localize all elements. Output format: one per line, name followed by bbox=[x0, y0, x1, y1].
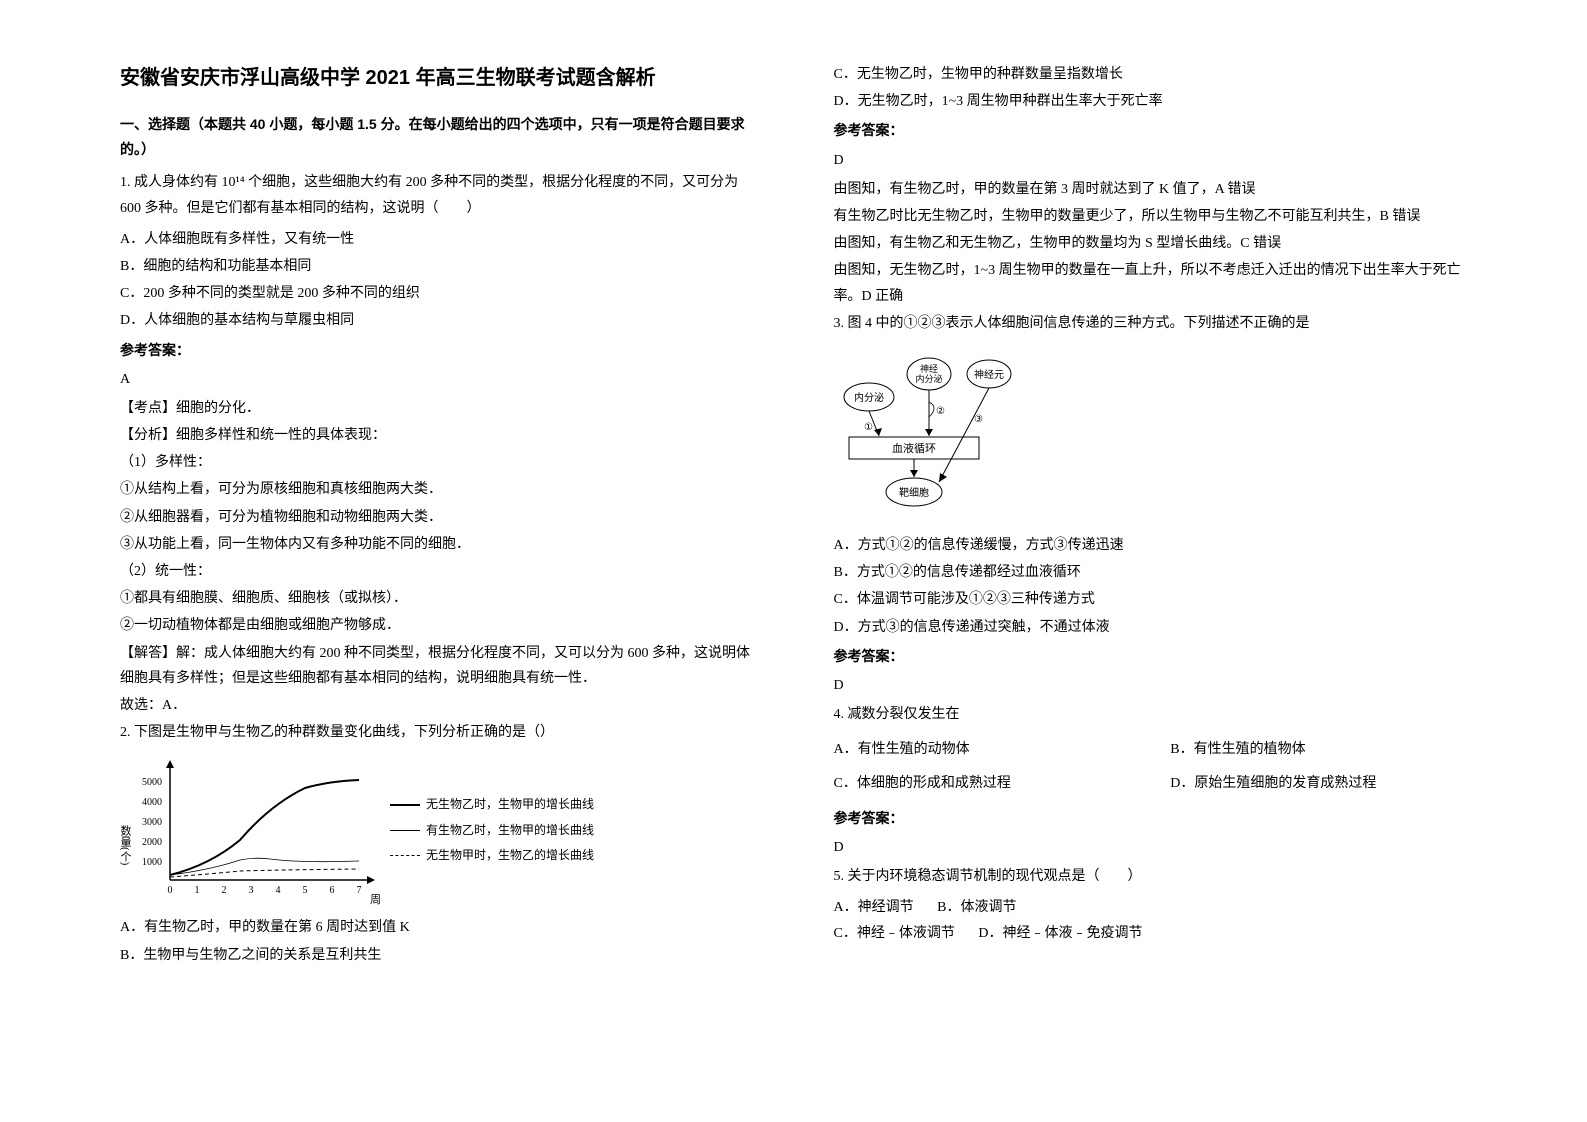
q1-analysis-3: ②从细胞器看，可分为植物细胞和动物细胞两大类． bbox=[120, 505, 754, 530]
legend-label-3: 无生物甲时，生物乙的增长曲线 bbox=[426, 845, 594, 867]
q3-answer: D bbox=[834, 673, 1468, 698]
svg-text:5000: 5000 bbox=[142, 777, 162, 788]
q5-stem: 5. 关于内环境稳态调节机制的现代观点是（ ） bbox=[834, 864, 1468, 889]
svg-text:6: 6 bbox=[330, 885, 335, 896]
q2-option-d: D．无生物乙时，1~3 周生物甲种群出生率大于死亡率 bbox=[834, 89, 1468, 114]
left-column: 安徽省安庆市浮山高级中学 2021 年高三生物联考试题含解析 一、选择题（本题共… bbox=[100, 60, 794, 1082]
q1-option-a: A．人体细胞既有多样性，又有统一性 bbox=[120, 227, 754, 252]
svg-text:4000: 4000 bbox=[142, 797, 162, 808]
svg-text:3000: 3000 bbox=[142, 817, 162, 828]
section-header: 一、选择题（本题共 40 小题，每小题 1.5 分。在每小题给出的四个选项中，只… bbox=[120, 112, 754, 162]
q5-options-row1: A．神经调节 B．体液调节 bbox=[834, 895, 1468, 920]
q2-answer: D bbox=[834, 148, 1468, 173]
q2-analysis-4: 由图知，无生物乙时，1~3 周生物甲的数量在一直上升，所以不考虑迁入迁出的情况下… bbox=[834, 258, 1468, 308]
q1-option-b: B．细胞的结构和功能基本相同 bbox=[120, 254, 754, 279]
legend-item-1: 无生物乙时，生物甲的增长曲线 bbox=[390, 794, 594, 816]
svg-text:2000: 2000 bbox=[142, 837, 162, 848]
q5-option-c: C．神经﹣体液调节 bbox=[834, 926, 955, 941]
q1-option-d: D．人体细胞的基本结构与草履虫相同 bbox=[120, 308, 754, 333]
q1-analysis-8: 【解答】解：成人体细胞大约有 200 种不同类型，根据分化程度不同，又可以分为 … bbox=[120, 641, 754, 691]
legend-label-2: 有生物乙时，生物甲的增长曲线 bbox=[426, 820, 594, 842]
svg-text:③: ③ bbox=[974, 414, 983, 425]
q1-stem: 1. 成人身体约有 10¹⁴ 个细胞，这些细胞大约有 200 多种不同的类型，根… bbox=[120, 170, 754, 220]
q1-analysis-6: ①都具有细胞膜、细胞质、细胞核（或拟核）． bbox=[120, 586, 754, 611]
document-title: 安徽省安庆市浮山高级中学 2021 年高三生物联考试题含解析 bbox=[120, 60, 754, 96]
q2-answer-label: 参考答案： bbox=[834, 118, 1468, 143]
svg-text:1: 1 bbox=[195, 885, 200, 896]
svg-text:0: 0 bbox=[168, 885, 173, 896]
q2-option-a: A．有生物乙时，甲的数量在第 6 周时达到值 K bbox=[120, 915, 754, 940]
q4-answer: D bbox=[834, 835, 1468, 860]
q3-answer-label: 参考答案： bbox=[834, 644, 1468, 669]
q1-analysis-5: （2）统一性： bbox=[120, 559, 754, 584]
svg-text:神经: 神经 bbox=[919, 363, 937, 374]
svg-text:神经元: 神经元 bbox=[974, 368, 1004, 381]
q5-option-a: A．神经调节 bbox=[834, 900, 914, 915]
legend-item-2: 有生物乙时，生物甲的增长曲线 bbox=[390, 820, 594, 842]
svg-text:内分泌: 内分泌 bbox=[854, 391, 884, 404]
q2-option-b: B．生物甲与生物乙之间的关系是互利共生 bbox=[120, 943, 754, 968]
svg-text:血液循环: 血液循环 bbox=[892, 441, 936, 455]
q1-analysis-label1: 【考点】细胞的分化． bbox=[120, 396, 754, 421]
q1-analysis-label2: 【分析】细胞多样性和统一性的具体表现： bbox=[120, 423, 754, 448]
q5-option-b: B．体液调节 bbox=[937, 900, 1016, 915]
q3-option-a: A．方式①②的信息传递缓慢，方式③传递迅速 bbox=[834, 533, 1468, 558]
svg-text:2: 2 bbox=[222, 885, 227, 896]
q1-analysis-9: 故选：A． bbox=[120, 693, 754, 718]
svg-text:①: ① bbox=[864, 422, 873, 433]
q3-option-b: B．方式①②的信息传递都经过血液循环 bbox=[834, 560, 1468, 585]
q4-option-d: D．原始生殖细胞的发育成熟过程 bbox=[1170, 771, 1467, 796]
legend-label-1: 无生物乙时，生物甲的增长曲线 bbox=[426, 794, 594, 816]
q2-analysis-2: 有生物乙时比无生物乙时，生物甲的数量更少了，所以生物甲与生物乙不可能互利共生，B… bbox=[834, 204, 1468, 229]
svg-text:②: ② bbox=[936, 406, 945, 417]
q2-chart: 1000 2000 3000 4000 5000 0 1 2 3 4 5 6 7… bbox=[120, 755, 754, 905]
q1-answer-label: 参考答案： bbox=[120, 338, 754, 363]
q3-diagram: 内分泌 神经 内分泌 神经元 血液循环 靶细胞 ① ② ③ bbox=[834, 352, 1034, 512]
q2-legend: 无生物乙时，生物甲的增长曲线 有生物乙时，生物甲的增长曲线 无生物甲时，生物乙的… bbox=[390, 790, 594, 871]
svg-text:4: 4 bbox=[276, 885, 281, 896]
q2-analysis-1: 由图知，有生物乙时，甲的数量在第 3 周时就达到了 K 值了，A 错误 bbox=[834, 177, 1468, 202]
svg-text:靶细胞: 靶细胞 bbox=[899, 486, 929, 499]
legend-item-3: 无生物甲时，生物乙的增长曲线 bbox=[390, 845, 594, 867]
svg-text:1000: 1000 bbox=[142, 857, 162, 868]
q2-analysis-3: 由图知，有生物乙和无生物乙，生物甲的数量均为 S 型增长曲线。C 错误 bbox=[834, 231, 1468, 256]
svg-text:5: 5 bbox=[303, 885, 308, 896]
svg-text:内分泌: 内分泌 bbox=[915, 373, 942, 384]
q1-analysis-1: （1）多样性： bbox=[120, 450, 754, 475]
q4-options: A．有性生殖的动物体 B．有性生殖的植物体 C．体细胞的形成和成熟过程 D．原始… bbox=[834, 735, 1468, 797]
svg-text:7: 7 bbox=[357, 885, 362, 896]
q3-option-d: D．方式③的信息传递通过突触，不通过体液 bbox=[834, 615, 1468, 640]
svg-text:周: 周 bbox=[370, 893, 380, 905]
q2-chart-svg: 1000 2000 3000 4000 5000 0 1 2 3 4 5 6 7… bbox=[120, 755, 380, 905]
right-column: C．无生物乙时，生物甲的种群数量呈指数增长 D．无生物乙时，1~3 周生物甲种群… bbox=[794, 60, 1488, 1082]
q3-option-c: C．体温调节可能涉及①②③三种传递方式 bbox=[834, 587, 1468, 612]
q1-analysis-7: ②一切动植物体都是由细胞或细胞产物够成． bbox=[120, 613, 754, 638]
q4-option-c: C．体细胞的形成和成熟过程 bbox=[834, 771, 1131, 796]
q4-option-a: A．有性生殖的动物体 bbox=[834, 737, 1131, 762]
q2-stem: 2. 下图是生物甲与生物乙的种群数量变化曲线，下列分析正确的是（） bbox=[120, 720, 754, 745]
q3-stem: 3. 图 4 中的①②③表示人体细胞间信息传递的三种方式。下列描述不正确的是 bbox=[834, 311, 1468, 336]
q4-stem: 4. 减数分裂仅发生在 bbox=[834, 702, 1468, 727]
q2-option-c: C．无生物乙时，生物甲的种群数量呈指数增长 bbox=[834, 62, 1468, 87]
q4-answer-label: 参考答案： bbox=[834, 806, 1468, 831]
q5-options-row2: C．神经﹣体液调节 D．神经﹣体液﹣免疫调节 bbox=[834, 921, 1468, 946]
q1-answer: A bbox=[120, 367, 754, 392]
q5-option-d: D．神经﹣体液﹣免疫调节 bbox=[978, 926, 1142, 941]
q4-option-b: B．有性生殖的植物体 bbox=[1170, 737, 1467, 762]
svg-text:3: 3 bbox=[249, 885, 254, 896]
svg-text:数量(个): 数量(个) bbox=[120, 825, 132, 866]
q1-option-c: C．200 多种不同的类型就是 200 多种不同的组织 bbox=[120, 281, 754, 306]
q1-analysis-4: ③从功能上看，同一生物体内又有多种功能不同的细胞． bbox=[120, 532, 754, 557]
q1-analysis-2: ①从结构上看，可分为原核细胞和真核细胞两大类． bbox=[120, 477, 754, 502]
